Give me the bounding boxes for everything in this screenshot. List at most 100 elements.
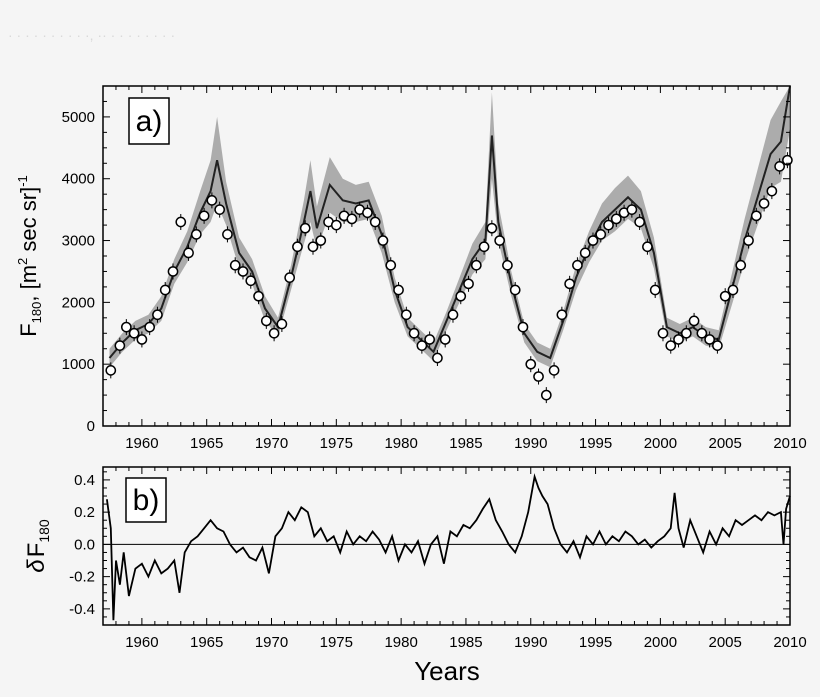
residual-line-group <box>106 473 791 621</box>
observation-point <box>416 340 428 351</box>
observation-point <box>782 154 793 166</box>
observation-point <box>284 272 296 283</box>
x-tick-label: 1965 <box>190 435 223 452</box>
observation-point <box>533 371 544 382</box>
observation-point <box>362 207 373 219</box>
model-line <box>108 85 791 360</box>
observation-point <box>183 247 194 259</box>
observation-point <box>774 161 785 172</box>
observation-point <box>253 290 264 302</box>
x-tick-label: 1970 <box>255 634 288 651</box>
observation-point <box>128 327 140 339</box>
x-tick-label: 1995 <box>579 634 612 651</box>
observation-point <box>463 278 474 290</box>
y-tick-label: -0.2 <box>69 569 95 586</box>
observation-point <box>696 327 708 339</box>
x-tick-label: 2005 <box>709 634 742 651</box>
x-tick-label: 1975 <box>320 634 353 651</box>
observation-point <box>369 216 381 228</box>
panel-a: 1960 1965 1970 1975 1980 1985 1990 1995 2000 2005… <box>15 85 807 452</box>
observation-point <box>206 195 218 206</box>
y-tick-label: 0.0 <box>74 536 95 553</box>
x-tick-label: 1990 <box>514 634 547 651</box>
observation-point <box>229 259 241 271</box>
observation-point <box>688 315 700 327</box>
observation-point <box>719 290 731 302</box>
observation-point <box>758 198 770 209</box>
y-tick-label: 0.4 <box>74 472 95 489</box>
x-tick-label: 1995 <box>579 435 612 452</box>
observation-point <box>260 315 272 327</box>
y-tick-label: 2000 <box>62 294 95 311</box>
observation-point <box>470 259 482 271</box>
observation-point <box>727 284 739 296</box>
panel-a-y-ticks: 0 1000 2000 3000 4000 5000 <box>62 85 790 435</box>
observation-point <box>276 318 288 330</box>
observation-point <box>307 241 319 253</box>
observation-point <box>120 321 132 333</box>
x-tick-label: 1965 <box>190 634 223 651</box>
observation-point <box>649 284 661 296</box>
observation-point <box>735 259 747 271</box>
y-tick-label: 5000 <box>62 109 95 126</box>
x-tick-label: 2005 <box>709 435 742 452</box>
observation-point <box>167 266 179 277</box>
y-tick-label: 0.2 <box>74 504 95 521</box>
x-tick-label: 1960 <box>125 435 158 452</box>
y-tick-label: 4000 <box>62 171 95 188</box>
observation-point <box>175 216 187 228</box>
observation-point <box>198 210 210 222</box>
y-tick-label: 3000 <box>62 233 95 250</box>
observation-point <box>315 235 327 246</box>
y-tick-label: 1000 <box>62 356 95 373</box>
x-tick-label: 1980 <box>384 634 417 651</box>
panel-a-y-axis-title: F180, [m2 sec sr]-1 <box>15 175 44 337</box>
panel-b-label: b) <box>133 484 160 517</box>
observation-point <box>680 327 692 339</box>
observation-point <box>665 340 677 351</box>
observation-point <box>509 284 521 296</box>
observation-point <box>548 365 560 376</box>
observation-point <box>478 241 490 253</box>
panel-b-frame <box>102 466 791 626</box>
observation-point <box>595 229 607 240</box>
observation-point <box>564 278 575 290</box>
panel-a-frame <box>102 85 791 427</box>
observation-point <box>447 309 459 321</box>
observation-point <box>245 275 257 287</box>
y-title-unit-sup2: -1 <box>15 175 30 187</box>
observation-point <box>750 210 762 222</box>
observation-point <box>439 334 451 345</box>
observation-point <box>579 247 591 259</box>
observation-point <box>657 327 669 339</box>
observation-points-group <box>105 152 793 404</box>
y-title-unit-mid: sec sr] <box>16 187 41 258</box>
observation-point <box>572 259 583 271</box>
observation-point <box>502 259 513 271</box>
observation-point <box>766 185 778 197</box>
observation-point <box>393 284 404 296</box>
observation-point <box>299 222 311 234</box>
observation-point <box>346 213 358 225</box>
observation-point <box>642 241 653 253</box>
observation-point <box>105 365 117 376</box>
observation-point <box>610 213 622 225</box>
observation-point <box>432 352 443 364</box>
observation-point <box>455 290 467 302</box>
observation-point <box>712 340 723 351</box>
observation-point <box>214 204 226 215</box>
panel-a-x-ticks: 1960 1965 1970 1975 1980 1985 1990 1995 2000 2005… <box>102 86 807 452</box>
y-tick-label: -0.4 <box>69 601 95 618</box>
y-title-main: F <box>16 323 41 336</box>
faint-header-text: · · · · · · · · · ·, ·· · · · · · · · · <box>8 27 175 43</box>
observation-point <box>152 309 163 321</box>
observation-point <box>494 235 505 246</box>
observation-point <box>237 266 249 277</box>
residual-line <box>106 473 791 621</box>
x-tick-label: 1970 <box>255 435 288 452</box>
model-line-group <box>108 85 791 360</box>
observation-point <box>743 235 754 246</box>
panel-a-label-box <box>128 97 170 145</box>
y-title-delta: δ <box>23 559 50 573</box>
